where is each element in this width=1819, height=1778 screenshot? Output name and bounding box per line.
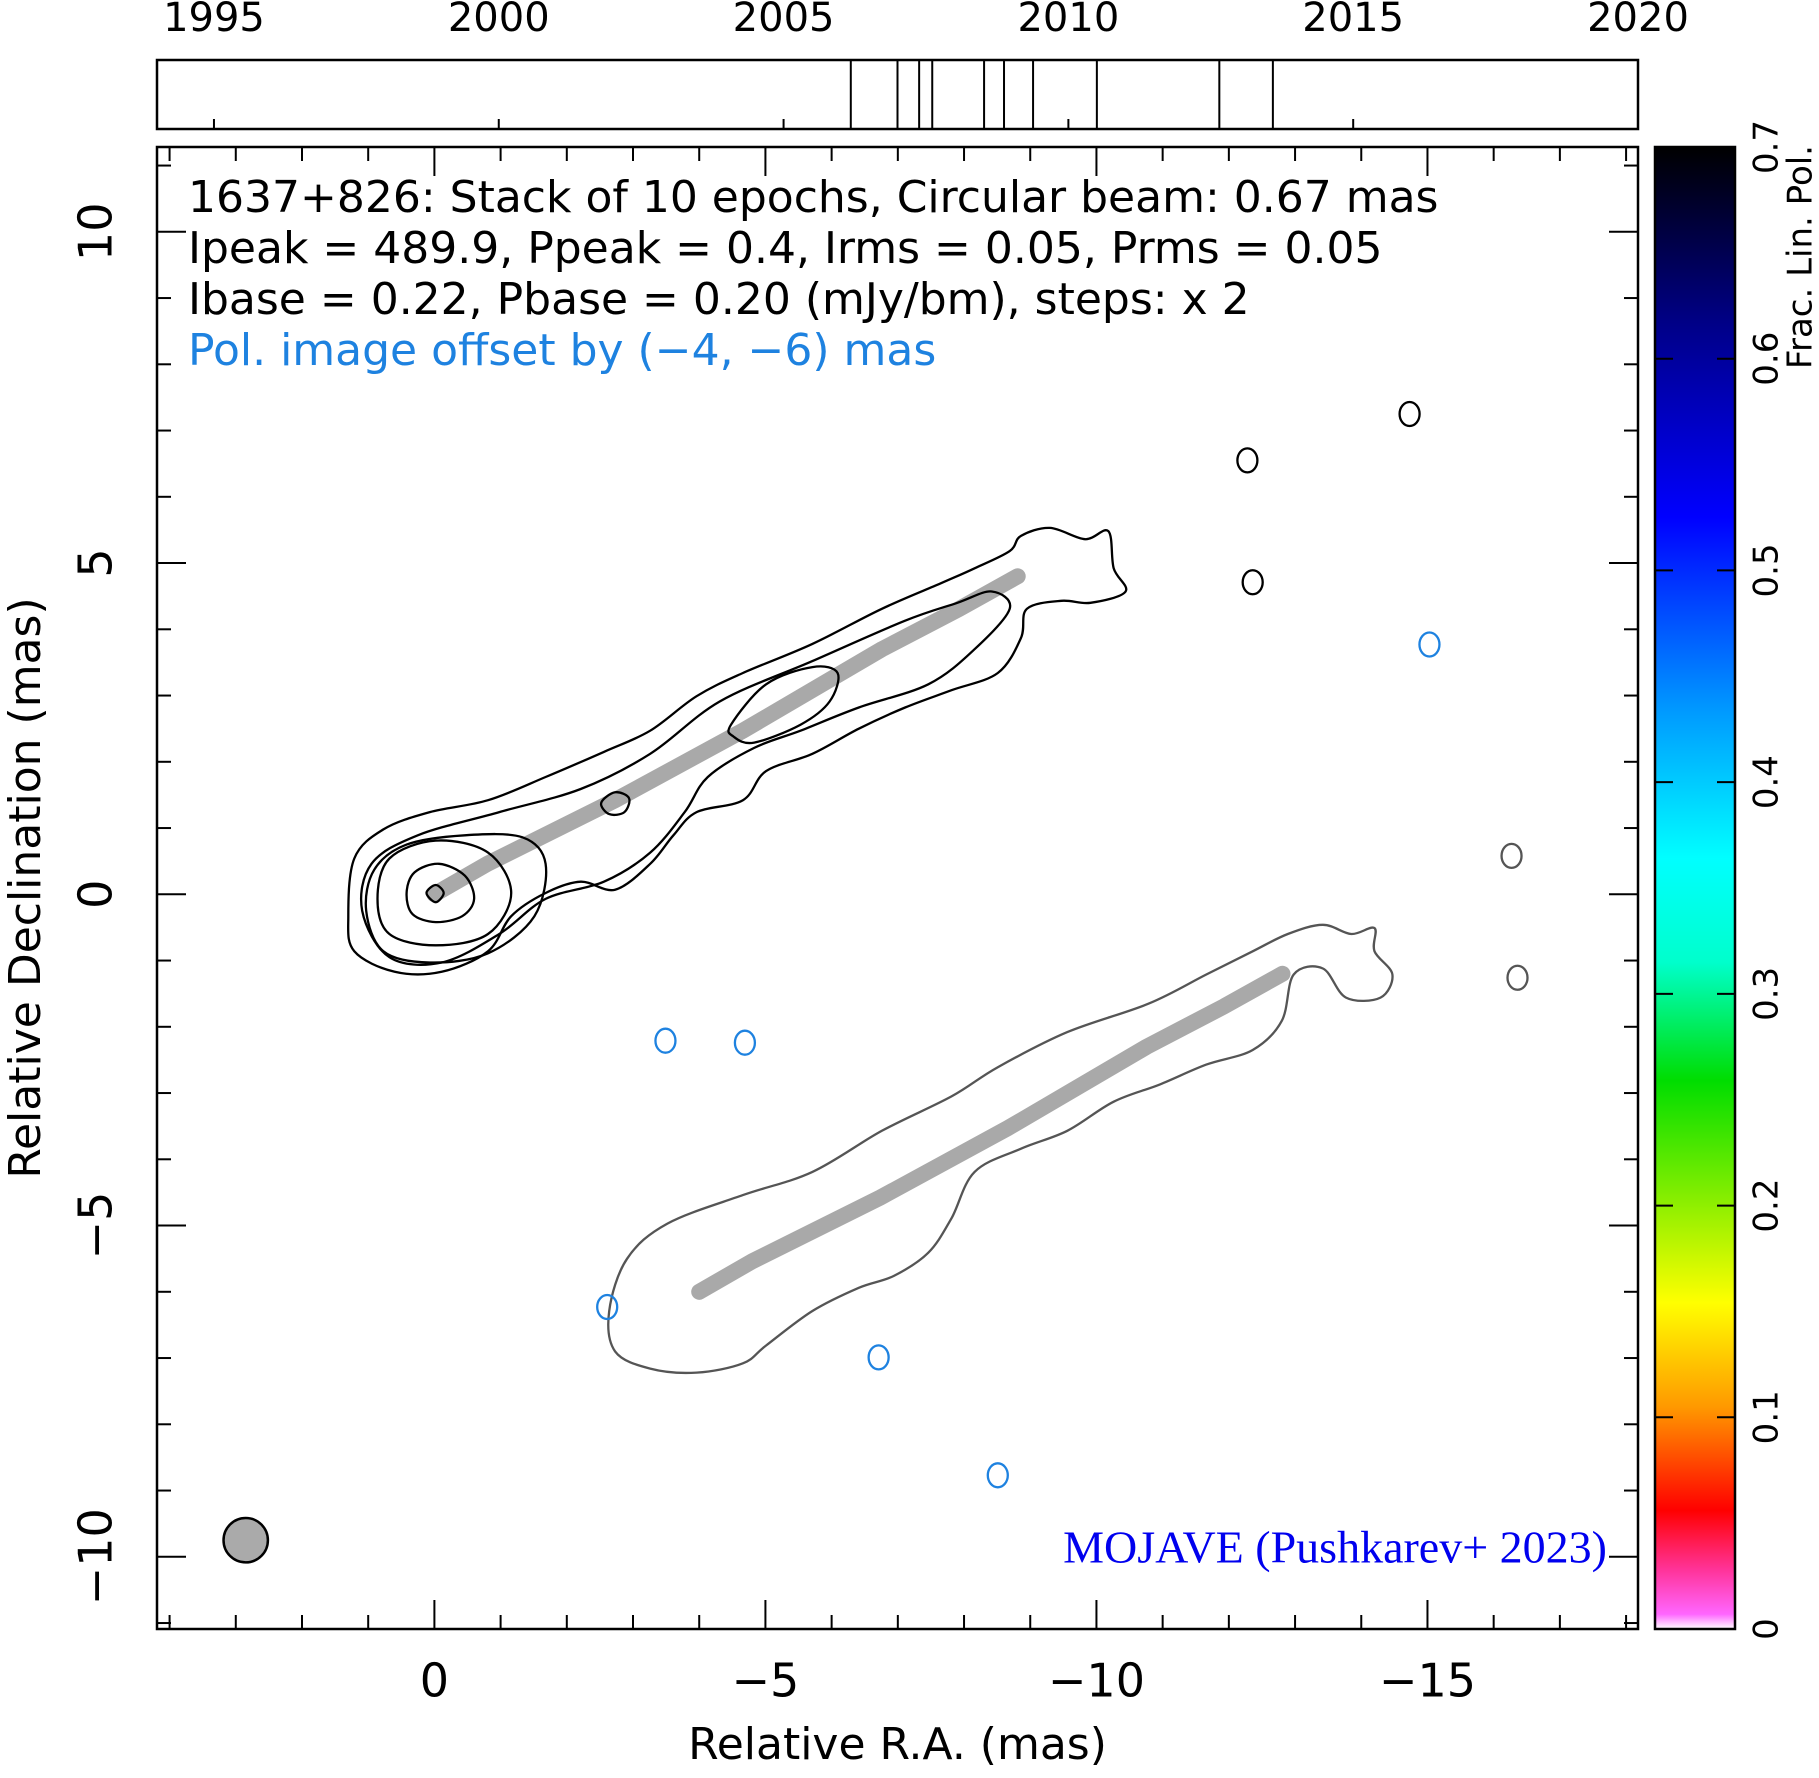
contour-spot: [1241, 569, 1264, 596]
x-tick-label: −5: [732, 1654, 800, 1708]
contour-spot: [1398, 400, 1421, 428]
colorbar-tick-label: 0.5: [1747, 543, 1787, 597]
ridge-line: [426, 568, 1026, 903]
contour: [607, 923, 1394, 1375]
contour: [599, 791, 631, 817]
title-line: Ipeak = 489.9, Ppeak = 0.4, Irms = 0.05,…: [188, 223, 1383, 274]
y-axis-label: Relative Declination (mas): [0, 597, 51, 1178]
plot-area: 0 −5 −10 −15 −10 −5 0 5 10 1637+826: Stack of 10 …: [0, 147, 1638, 1770]
colorbar-tick-label: 0.6: [1747, 332, 1787, 386]
y-tick-label: −10: [69, 1508, 123, 1605]
colorbar-scale: [1655, 147, 1735, 1629]
x-tick-label: −15: [1379, 1654, 1476, 1708]
colorbar-label: Frac. Lin. Pol.: [1781, 145, 1819, 369]
colorbar-frame: [1653, 145, 1737, 1631]
contour-spot: [654, 1027, 677, 1054]
contour: [376, 839, 513, 947]
contour-spot: [867, 1344, 890, 1371]
year-label: 2005: [733, 0, 835, 41]
colorbar-tick-label: 0.7: [1747, 120, 1787, 174]
year-label: 1995: [163, 0, 265, 41]
title-line: 1637+826: Stack of 10 epochs, Circular b…: [188, 172, 1438, 223]
y-tick-label: 10: [69, 203, 123, 262]
colorbar-tick-label: 0.2: [1747, 1179, 1787, 1233]
title-line: Ibase = 0.22, Pbase = 0.20 (mJy/bm), ste…: [188, 274, 1250, 325]
year-label: 2015: [1302, 0, 1404, 41]
y-tick-label: 5: [69, 548, 123, 577]
contour-spot: [1236, 447, 1259, 474]
y-tick-label: 0: [69, 880, 123, 909]
credit: MOJAVE (Pushkarev+ 2023): [1063, 1522, 1607, 1573]
colorbar-tick-label: 0.4: [1747, 755, 1787, 809]
contour-spot: [1500, 842, 1523, 870]
contour-spot: [1418, 631, 1441, 658]
contour: [405, 862, 476, 924]
contour-spot: [596, 1293, 619, 1321]
colorbar-tick-label: 0.1: [1747, 1390, 1787, 1444]
contour: [347, 526, 1128, 976]
colorbar-tick-label: 0.3: [1747, 967, 1787, 1021]
ridge-line: [691, 965, 1291, 1300]
plot-frame: [155, 145, 1640, 1631]
beam: [222, 1516, 270, 1564]
x-tick-label: −10: [1048, 1654, 1145, 1708]
annotation: Pol. image offset by (−4, −6) mas: [188, 325, 936, 376]
contour-spot: [733, 1029, 757, 1056]
year-label: 2000: [448, 0, 550, 41]
x-tick-label: 0: [420, 1654, 449, 1708]
contour-spot: [1506, 964, 1529, 991]
colorbar-tick-label: 0: [1747, 1618, 1787, 1640]
x-axis-label: Relative R.A. (mas): [688, 1719, 1107, 1770]
year-label: 2020: [1587, 0, 1689, 41]
contour: [364, 832, 548, 964]
y-tick-label: −5: [69, 1192, 123, 1260]
year-label: 2010: [1017, 0, 1119, 41]
contour: [425, 883, 445, 904]
contour: [727, 665, 840, 745]
timeline-frame: [155, 58, 1640, 131]
contour-spot: [986, 1462, 1009, 1489]
contour: [359, 590, 1012, 966]
